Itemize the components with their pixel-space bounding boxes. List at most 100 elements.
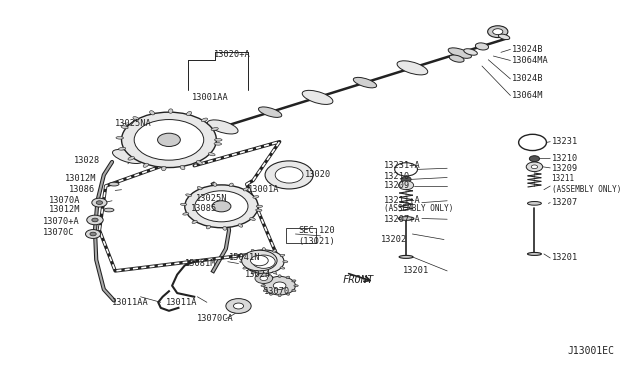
Text: 13012M: 13012M bbox=[65, 174, 96, 183]
Text: 13020+A: 13020+A bbox=[214, 51, 251, 60]
Ellipse shape bbox=[180, 203, 187, 205]
Ellipse shape bbox=[476, 43, 488, 50]
Ellipse shape bbox=[229, 183, 233, 187]
Circle shape bbox=[234, 303, 244, 309]
Text: 13070C: 13070C bbox=[42, 228, 74, 237]
Ellipse shape bbox=[197, 186, 202, 190]
Ellipse shape bbox=[527, 202, 541, 205]
Ellipse shape bbox=[240, 261, 245, 263]
Text: 13209: 13209 bbox=[384, 182, 410, 190]
Circle shape bbox=[526, 162, 543, 171]
Ellipse shape bbox=[499, 34, 510, 39]
Text: J13001EC: J13001EC bbox=[568, 346, 615, 356]
Text: 13202: 13202 bbox=[381, 235, 407, 244]
Ellipse shape bbox=[448, 48, 472, 58]
Ellipse shape bbox=[118, 147, 125, 150]
Text: 13207+A: 13207+A bbox=[384, 215, 420, 224]
Ellipse shape bbox=[192, 221, 197, 224]
Ellipse shape bbox=[398, 217, 414, 220]
Text: 13064M: 13064M bbox=[512, 91, 544, 100]
Ellipse shape bbox=[449, 55, 464, 62]
Ellipse shape bbox=[292, 280, 296, 282]
Circle shape bbox=[244, 250, 284, 273]
Bar bbox=[286, 228, 316, 243]
Ellipse shape bbox=[280, 267, 285, 269]
Text: 13207: 13207 bbox=[552, 198, 578, 207]
Ellipse shape bbox=[251, 250, 255, 252]
Ellipse shape bbox=[243, 267, 248, 269]
Ellipse shape bbox=[261, 285, 266, 286]
Ellipse shape bbox=[256, 205, 262, 208]
Ellipse shape bbox=[283, 261, 288, 263]
Ellipse shape bbox=[206, 225, 211, 229]
Text: 13025N: 13025N bbox=[196, 195, 228, 203]
Text: 13012M: 13012M bbox=[49, 205, 80, 215]
Ellipse shape bbox=[251, 271, 255, 274]
Ellipse shape bbox=[186, 194, 191, 196]
Ellipse shape bbox=[161, 166, 166, 171]
Ellipse shape bbox=[353, 77, 376, 88]
Ellipse shape bbox=[269, 293, 273, 295]
Circle shape bbox=[96, 201, 102, 205]
Ellipse shape bbox=[238, 224, 243, 227]
Text: 13064MA: 13064MA bbox=[512, 56, 549, 65]
Text: 13028: 13028 bbox=[74, 155, 100, 165]
Circle shape bbox=[92, 198, 107, 207]
Circle shape bbox=[87, 215, 103, 225]
Ellipse shape bbox=[280, 254, 285, 257]
Ellipse shape bbox=[259, 107, 282, 118]
Ellipse shape bbox=[253, 196, 259, 198]
Ellipse shape bbox=[143, 163, 148, 167]
Ellipse shape bbox=[109, 182, 119, 186]
Ellipse shape bbox=[263, 280, 268, 282]
Ellipse shape bbox=[168, 109, 173, 113]
Circle shape bbox=[518, 134, 547, 151]
Circle shape bbox=[212, 201, 231, 212]
Ellipse shape bbox=[399, 256, 413, 259]
Ellipse shape bbox=[527, 253, 541, 256]
Text: 13210: 13210 bbox=[552, 154, 578, 163]
Circle shape bbox=[250, 256, 268, 266]
Ellipse shape bbox=[263, 289, 268, 292]
Ellipse shape bbox=[213, 183, 217, 186]
Circle shape bbox=[242, 250, 277, 271]
Text: SEC.120
(13021): SEC.120 (13021) bbox=[299, 226, 335, 246]
Ellipse shape bbox=[243, 254, 248, 257]
Ellipse shape bbox=[397, 61, 428, 75]
Circle shape bbox=[92, 218, 98, 222]
Ellipse shape bbox=[113, 150, 143, 163]
Circle shape bbox=[226, 299, 251, 313]
Ellipse shape bbox=[278, 294, 281, 296]
Circle shape bbox=[275, 167, 303, 183]
Text: 13231+A: 13231+A bbox=[384, 161, 420, 170]
Text: 13001A: 13001A bbox=[248, 185, 280, 194]
Circle shape bbox=[264, 276, 296, 295]
Ellipse shape bbox=[302, 90, 333, 105]
Circle shape bbox=[273, 282, 286, 289]
Ellipse shape bbox=[116, 137, 124, 139]
Circle shape bbox=[195, 191, 248, 222]
Ellipse shape bbox=[269, 276, 273, 279]
Text: 13070CA: 13070CA bbox=[196, 314, 234, 323]
Ellipse shape bbox=[255, 209, 262, 211]
Ellipse shape bbox=[208, 153, 215, 156]
Text: 13209: 13209 bbox=[552, 164, 578, 173]
Circle shape bbox=[90, 232, 96, 236]
Text: 13001AA: 13001AA bbox=[192, 93, 228, 102]
Text: 13081M: 13081M bbox=[185, 259, 216, 268]
Circle shape bbox=[401, 176, 411, 182]
Text: 13085: 13085 bbox=[191, 203, 218, 213]
Circle shape bbox=[157, 133, 180, 147]
Ellipse shape bbox=[286, 276, 289, 279]
Circle shape bbox=[493, 29, 503, 35]
Text: 13211
(ASSEMBLY ONLY): 13211 (ASSEMBLY ONLY) bbox=[552, 174, 621, 194]
Circle shape bbox=[265, 161, 313, 189]
Circle shape bbox=[488, 26, 508, 38]
Text: 13070+A: 13070+A bbox=[42, 217, 79, 225]
Ellipse shape bbox=[180, 166, 185, 170]
Ellipse shape bbox=[243, 188, 248, 191]
Circle shape bbox=[86, 230, 100, 238]
Text: 13231: 13231 bbox=[552, 137, 578, 146]
Text: FRONT: FRONT bbox=[343, 275, 374, 285]
Text: 13024B: 13024B bbox=[512, 45, 544, 54]
